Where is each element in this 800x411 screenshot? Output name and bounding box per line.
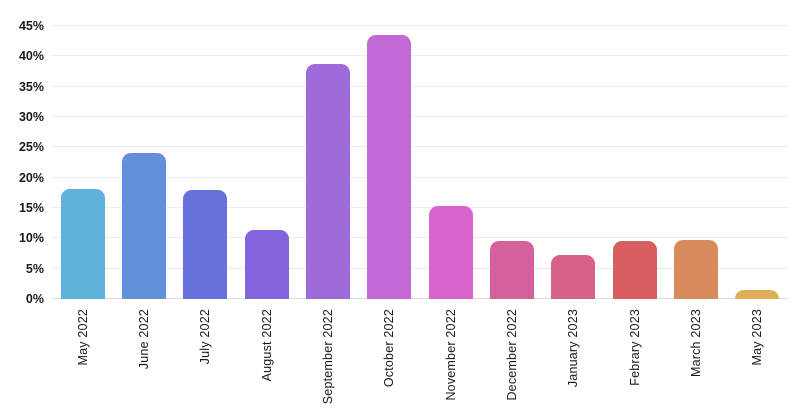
bar-june-2022[interactable] [121,152,166,299]
y-tick-label-15%: 15% [18,200,44,215]
x-label-febrary-2023: Febrary 2023 [627,309,642,386]
x-slot-september-2022: September 2022 [297,309,358,409]
x-label-july-2022: July 2022 [198,309,213,365]
x-slot-november-2022: November 2022 [420,309,481,409]
x-slot-may-2022: May 2022 [52,309,113,409]
gridline-45% [52,25,788,26]
bar-january-2023[interactable] [551,255,596,299]
x-slot-october-2022: October 2022 [359,309,420,409]
y-tick-label-35%: 35% [18,79,44,94]
bar-october-2022[interactable] [367,35,412,299]
gridline-25% [52,146,788,148]
gridline-20% [52,176,788,178]
y-tick-label-20%: 20% [18,170,44,185]
bar-slot-december-2022 [481,26,542,299]
y-tick-label-25%: 25% [18,140,44,155]
bar-september-2022[interactable] [305,64,350,299]
bar-slot-may-2023 [727,26,788,299]
x-label-october-2022: October 2022 [382,309,397,388]
y-tick-label-5%: 5% [25,261,44,276]
gridline-35% [52,85,788,87]
x-slot-febrary-2023: Febrary 2023 [604,309,665,409]
bar-slot-july-2022 [175,26,236,299]
bar-slot-may-2022 [52,26,113,299]
bar-july-2022[interactable] [183,190,228,299]
x-label-march-2023: March 2023 [688,309,703,378]
y-tick-label-30%: 30% [18,109,44,124]
bar-slot-febrary-2023 [604,26,665,299]
bar-november-2022[interactable] [428,206,473,299]
x-label-may-2022: May 2022 [75,309,90,366]
x-slot-march-2023: March 2023 [665,309,726,409]
x-slot-august-2022: August 2022 [236,309,297,409]
x-slot-may-2023: May 2023 [727,309,788,409]
bar-slot-november-2022 [420,26,481,299]
gridline-40% [52,55,788,57]
gridline-5% [52,267,788,269]
y-tick-label-45%: 45% [18,18,44,33]
bar-may-2023[interactable] [735,289,780,299]
x-slot-december-2022: December 2022 [481,309,542,409]
bar-slot-june-2022 [113,26,174,299]
x-label-january-2023: January 2023 [566,309,581,388]
bar-series [52,26,788,299]
y-tick-label-40%: 40% [18,49,44,64]
bar-march-2023[interactable] [673,240,718,299]
bar-may-2022[interactable] [60,188,105,299]
x-label-august-2022: August 2022 [259,309,274,382]
bar-december-2022[interactable] [489,240,534,299]
x-slot-january-2023: January 2023 [543,309,604,409]
x-label-september-2022: September 2022 [320,309,335,405]
x-label-june-2022: June 2022 [136,309,151,370]
bar-slot-january-2023 [543,26,604,299]
gridline-30% [52,116,788,118]
x-axis-labels: May 2022 June 2022 July 2022 August 2022 Sep… [52,309,788,409]
bar-slot-october-2022 [359,26,420,299]
x-slot-july-2022: July 2022 [175,309,236,409]
x-slot-june-2022: June 2022 [113,309,174,409]
bar-slot-august-2022 [236,26,297,299]
y-tick-label-10%: 10% [18,231,44,246]
bar-slot-march-2023 [665,26,726,299]
x-label-december-2022: December 2022 [504,309,519,401]
x-label-november-2022: November 2022 [443,309,458,401]
bar-august-2022[interactable] [244,230,289,299]
gridline-15% [52,207,788,209]
y-tick-label-0%: 0% [25,291,44,306]
gridlines [52,25,788,299]
bar-slot-september-2022 [297,26,358,299]
x-label-may-2023: May 2023 [750,309,765,366]
gridline-0% [52,298,788,299]
gridline-10% [52,237,788,239]
bar-febrary-2023[interactable] [612,241,657,299]
plot-area [52,25,788,299]
